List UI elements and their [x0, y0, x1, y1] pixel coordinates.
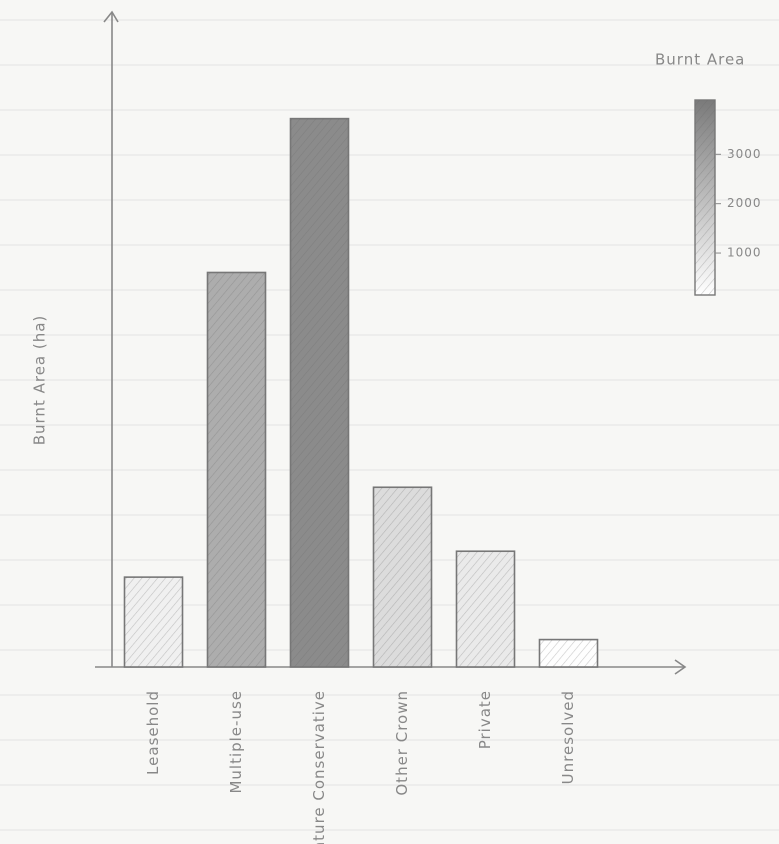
colorbar-tick-label: 1000	[727, 246, 762, 260]
bar-hatch	[124, 577, 183, 667]
bar-hatch	[456, 551, 515, 667]
x-tick-label: Nature Conservative	[310, 690, 328, 844]
colorbar-label: Burnt Area	[655, 51, 745, 69]
bar-hatch	[373, 487, 432, 667]
x-tick-label: Private	[476, 690, 494, 749]
x-axis-arrow	[674, 659, 687, 675]
bar-hatch	[539, 639, 598, 667]
colorbar-tick-label: 3000	[727, 147, 762, 161]
bar-hatch	[207, 272, 266, 667]
colorbar-hatch	[695, 100, 715, 295]
colorbar-tick-label: 2000	[727, 196, 762, 210]
x-tick-label: Leasehold	[144, 690, 162, 775]
bar-hatch	[290, 118, 349, 667]
y-axis-label: Burnt Area (ha)	[31, 315, 49, 446]
x-tick-label: Other Crown	[393, 690, 411, 796]
x-tick-label: Unresolved	[559, 690, 577, 784]
paper-lines	[0, 19, 779, 831]
x-tick-label: Multiple-use	[227, 690, 245, 794]
y-axis-arrow	[103, 10, 119, 23]
